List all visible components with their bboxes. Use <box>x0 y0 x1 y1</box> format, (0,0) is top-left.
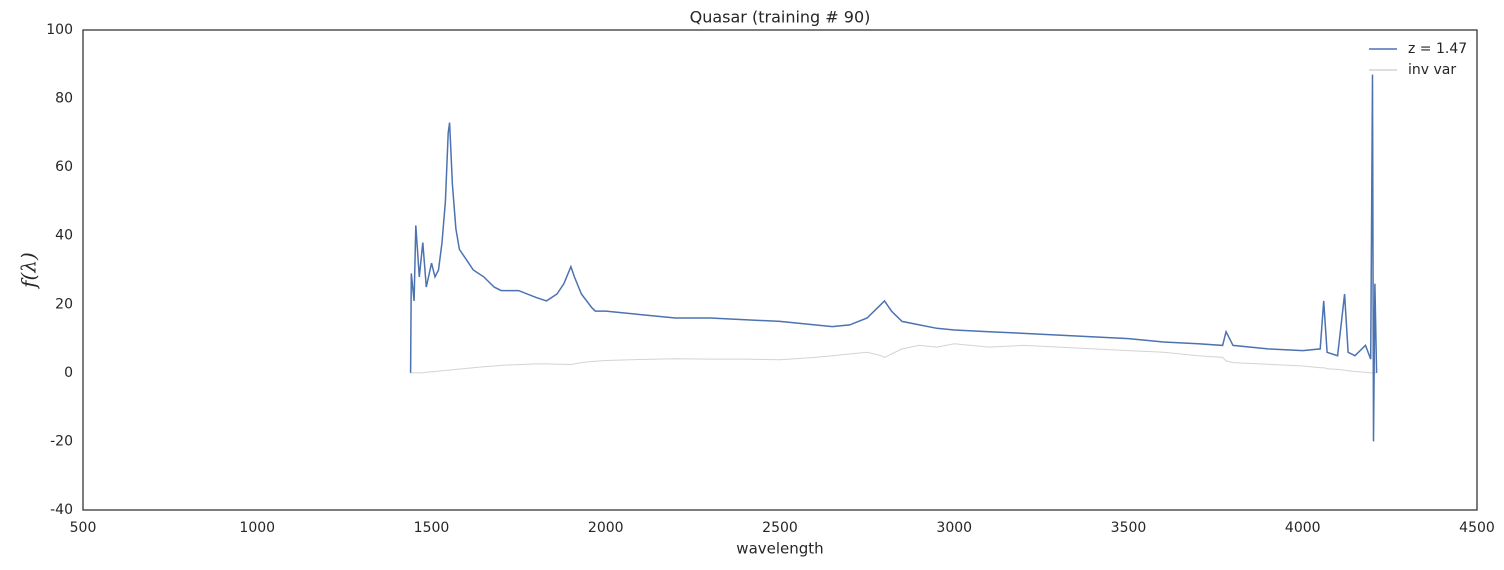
legend-label: z = 1.47 <box>1408 41 1467 57</box>
y-tick-label: 40 <box>55 228 73 244</box>
x-tick-label: 1500 <box>414 520 450 536</box>
y-tick-label: 60 <box>55 159 73 175</box>
y-axis-label: f(λ) <box>17 252 41 290</box>
plot-frame <box>82 29 1478 511</box>
x-tick-label: 2500 <box>762 520 798 536</box>
x-tick-label: 500 <box>70 520 97 536</box>
x-tick-label: 3000 <box>936 520 972 536</box>
y-tick-label: 20 <box>55 296 73 312</box>
x-tick-label: 4500 <box>1459 520 1495 536</box>
x-tick-label: 4000 <box>1285 520 1321 536</box>
y-tick-label: 100 <box>46 22 73 38</box>
series-line <box>410 343 1377 374</box>
y-tick-label: 0 <box>64 365 73 381</box>
y-tick-label: -40 <box>50 502 73 518</box>
x-axis-label: wavelength <box>736 540 823 558</box>
legend-label: inv var <box>1408 62 1456 78</box>
x-tick-label: 2000 <box>588 520 624 536</box>
y-tick-label: 80 <box>55 91 73 107</box>
x-tick-label: 3500 <box>1111 520 1147 536</box>
chart-title: Quasar (training # 90) <box>690 8 871 27</box>
x-tick-label: 1000 <box>239 520 275 536</box>
series-line <box>409 74 1378 442</box>
y-tick-label: -20 <box>50 433 73 449</box>
